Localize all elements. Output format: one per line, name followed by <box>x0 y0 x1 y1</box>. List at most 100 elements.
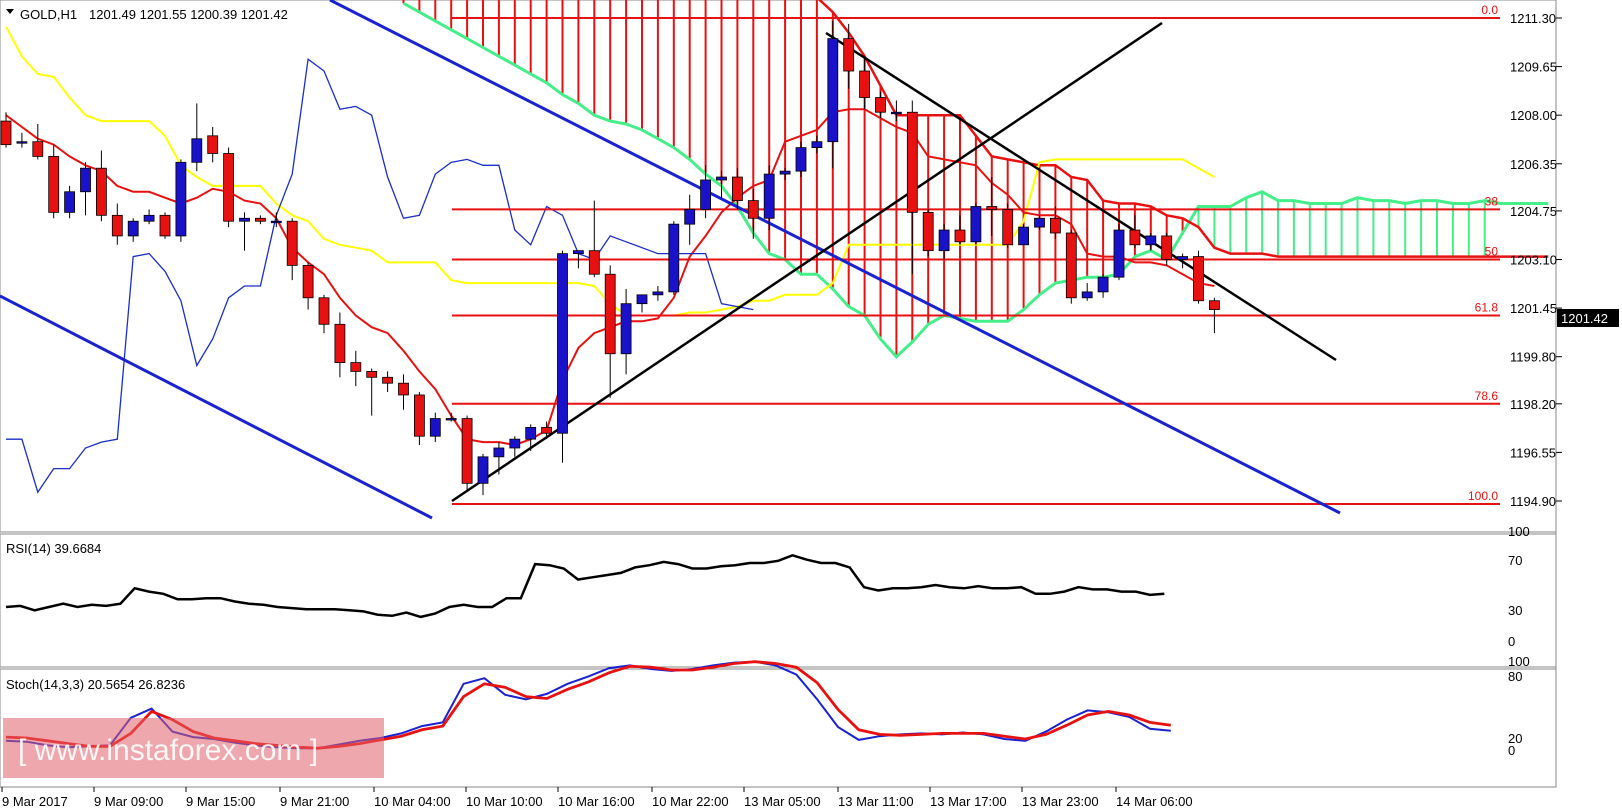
senkou-span-b-line <box>817 0 1549 258</box>
candle-body <box>1177 256 1188 260</box>
candle-body <box>891 111 902 115</box>
channel-lower-line <box>0 294 433 520</box>
time-tick-label: 13 Mar 05:00 <box>744 794 821 809</box>
candle-body <box>954 229 966 243</box>
stoch-title: Stoch(14,3,3) 20.5654 26.8236 <box>6 677 185 692</box>
price-pane[interactable] <box>0 0 1557 533</box>
symbol-label: GOLD,H1 <box>20 7 77 22</box>
price-tick-label: 1204.75 <box>1510 204 1557 219</box>
rsi-layer <box>5 553 1165 619</box>
candle-body <box>96 167 107 216</box>
candle-body <box>366 371 378 378</box>
candle-body <box>525 426 537 440</box>
fib-level-label: 0.0 <box>1481 3 1498 17</box>
time-tick-label: 9 Mar 21:00 <box>280 794 349 809</box>
candle-body <box>302 264 314 299</box>
candle-body <box>875 97 886 113</box>
candle-body <box>588 250 600 275</box>
time-tick-label: 9 Mar 15:00 <box>186 794 255 809</box>
candle-body <box>398 382 409 396</box>
candle-body <box>747 200 759 219</box>
rsi-title: RSI(14) 39.6684 <box>6 541 101 556</box>
candle-body <box>207 135 219 154</box>
price-tick-label: 1199.80 <box>1510 350 1556 365</box>
chikou-span-line <box>6 58 754 494</box>
price-layer: 0.0 38 50 61.8 78.6 100.0 <box>0 0 1549 520</box>
support-trendline <box>451 21 1163 503</box>
candle-body <box>1065 232 1077 299</box>
candle-body <box>1002 209 1014 246</box>
time-tick-label: 14 Mar 06:00 <box>1116 794 1193 809</box>
candle-body <box>270 220 282 224</box>
candle-body <box>795 147 807 172</box>
time-tick-label: 9 Mar 09:00 <box>94 794 163 809</box>
candle-body <box>509 438 521 449</box>
time-tick-label: 10 Mar 10:00 <box>466 794 543 809</box>
candle-body <box>843 38 855 72</box>
candle-body <box>620 303 632 355</box>
candle-body <box>254 217 266 222</box>
candle-body <box>906 111 918 213</box>
stoch-tick-label: 80 <box>1508 669 1522 684</box>
candle-body <box>0 120 12 146</box>
candle-body <box>111 214 123 237</box>
fib-level-label: 78.6 <box>1475 389 1499 403</box>
candle-body <box>1113 229 1125 278</box>
candle-body <box>318 297 330 325</box>
fib-level-label: 100.0 <box>1468 489 1498 503</box>
price-tick-label: 1196.55 <box>1510 445 1556 460</box>
candle-body <box>445 418 457 421</box>
candle-body <box>732 176 743 201</box>
candle-body <box>668 223 680 293</box>
candle-body <box>636 294 648 305</box>
candle-body <box>541 426 552 434</box>
candle-body <box>652 291 664 296</box>
stoch-tick-label: 0 <box>1508 743 1515 758</box>
rsi-pane[interactable] <box>0 533 1557 668</box>
candle-body <box>493 447 505 458</box>
time-tick-label: 10 Mar 04:00 <box>374 794 451 809</box>
price-tick-label: 1203.10 <box>1510 253 1557 268</box>
candle-body <box>191 138 203 163</box>
candle-body <box>1018 226 1029 246</box>
fib-level-label: 38 <box>1485 194 1499 208</box>
candle-body <box>1129 229 1141 246</box>
candle-body <box>1034 217 1045 228</box>
candle-body <box>938 229 950 252</box>
candle-body <box>684 209 696 225</box>
candle-body <box>922 211 934 252</box>
candle-body <box>429 418 441 437</box>
candle-body <box>986 206 998 210</box>
price-tick-label: 1201.45 <box>1510 301 1557 316</box>
time-tick-label: 10 Mar 16:00 <box>558 794 635 809</box>
candle-body <box>763 173 775 219</box>
stoch-layer: [ www.instaforex.com ] <box>3 660 1171 778</box>
candle-body <box>573 250 584 255</box>
stoch-tick-label: 100 <box>1508 654 1530 669</box>
dropdown-arrow-icon[interactable] <box>6 9 14 14</box>
candle-body <box>700 179 711 210</box>
price-tick-label: 1209.65 <box>1510 60 1557 75</box>
rsi-line <box>5 553 1165 619</box>
price-tick-label: 1206.35 <box>1510 157 1557 172</box>
candle-body <box>16 141 28 144</box>
price-tick-label: 1198.20 <box>1510 397 1556 412</box>
fib-level-label: 61.8 <box>1475 300 1499 314</box>
price-tick-label: 1194.90 <box>1510 494 1556 509</box>
candle-body <box>1081 291 1093 299</box>
candle-body <box>1161 235 1173 260</box>
candle-body <box>1097 276 1109 293</box>
candle-body <box>334 323 346 363</box>
rsi-tick-label: 70 <box>1508 553 1522 568</box>
candle-body <box>970 206 982 243</box>
rsi-tick-label: 100 <box>1508 524 1530 539</box>
candle-body <box>827 38 839 143</box>
current-price-label: 1201.42 <box>1561 311 1608 326</box>
resistance-trendline <box>825 31 1337 362</box>
rsi-tick-label: 30 <box>1508 603 1522 618</box>
fib-level-label: 50 <box>1485 245 1499 259</box>
candle-body <box>477 456 489 484</box>
ohlc-readout: 1201.49 1201.55 1200.39 1201.42 <box>89 7 288 22</box>
candle-body <box>223 153 235 222</box>
